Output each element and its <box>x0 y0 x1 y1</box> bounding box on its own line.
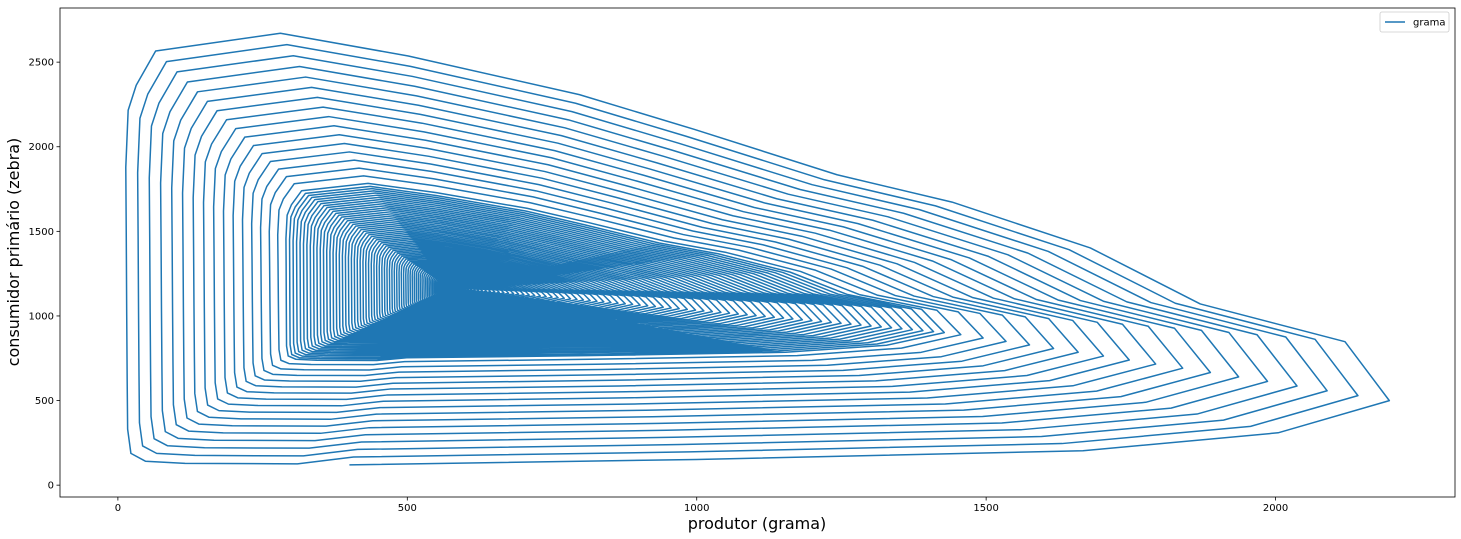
legend: grama <box>1379 11 1450 33</box>
y-tick-label: 500 <box>35 396 54 407</box>
y-axis: 0 500 1000 1500 2000 2500 <box>29 58 60 492</box>
x-tick-label: 1500 <box>973 503 998 514</box>
y-tick-label: 1500 <box>29 227 54 238</box>
x-tick-label: 500 <box>398 503 417 514</box>
series-layer <box>125 32 1391 466</box>
legend-box <box>1379 11 1450 33</box>
series-line-grama <box>125 32 1391 466</box>
y-tick-label: 0 <box>48 481 54 492</box>
x-tick-label: 2000 <box>1263 503 1288 514</box>
x-axis: 0 500 1000 1500 2000 <box>115 497 1288 514</box>
plot-frame <box>59 7 1456 498</box>
y-tick-label: 2000 <box>29 142 54 153</box>
legend-label-grama: grama <box>1413 18 1445 29</box>
x-tick-label: 0 <box>115 503 121 514</box>
y-tick-label: 2500 <box>29 58 54 69</box>
y-axis-label: consumidor primário (zebra) <box>4 138 23 367</box>
x-axis-label: produtor (grama) <box>688 514 827 533</box>
x-tick-label: 1000 <box>684 503 709 514</box>
y-tick-label: 1000 <box>29 311 54 322</box>
